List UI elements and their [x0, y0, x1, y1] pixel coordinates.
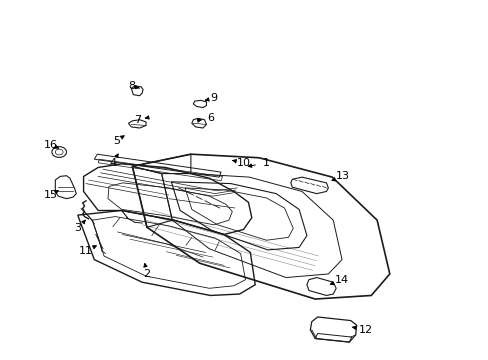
Text: 3: 3: [74, 224, 81, 233]
Text: 7: 7: [133, 115, 141, 125]
Text: 11: 11: [79, 246, 93, 256]
Text: 13: 13: [335, 171, 349, 181]
Text: 12: 12: [358, 325, 372, 335]
Text: 8: 8: [127, 81, 135, 91]
Text: 4: 4: [109, 158, 116, 168]
Text: 1: 1: [263, 158, 269, 168]
Text: 2: 2: [143, 269, 150, 279]
Text: 6: 6: [206, 113, 213, 123]
Text: 16: 16: [43, 140, 57, 150]
Text: 10: 10: [236, 158, 250, 168]
Text: 9: 9: [210, 93, 217, 103]
Text: 15: 15: [43, 190, 57, 200]
Text: 5: 5: [113, 136, 120, 145]
Text: 14: 14: [334, 275, 348, 285]
